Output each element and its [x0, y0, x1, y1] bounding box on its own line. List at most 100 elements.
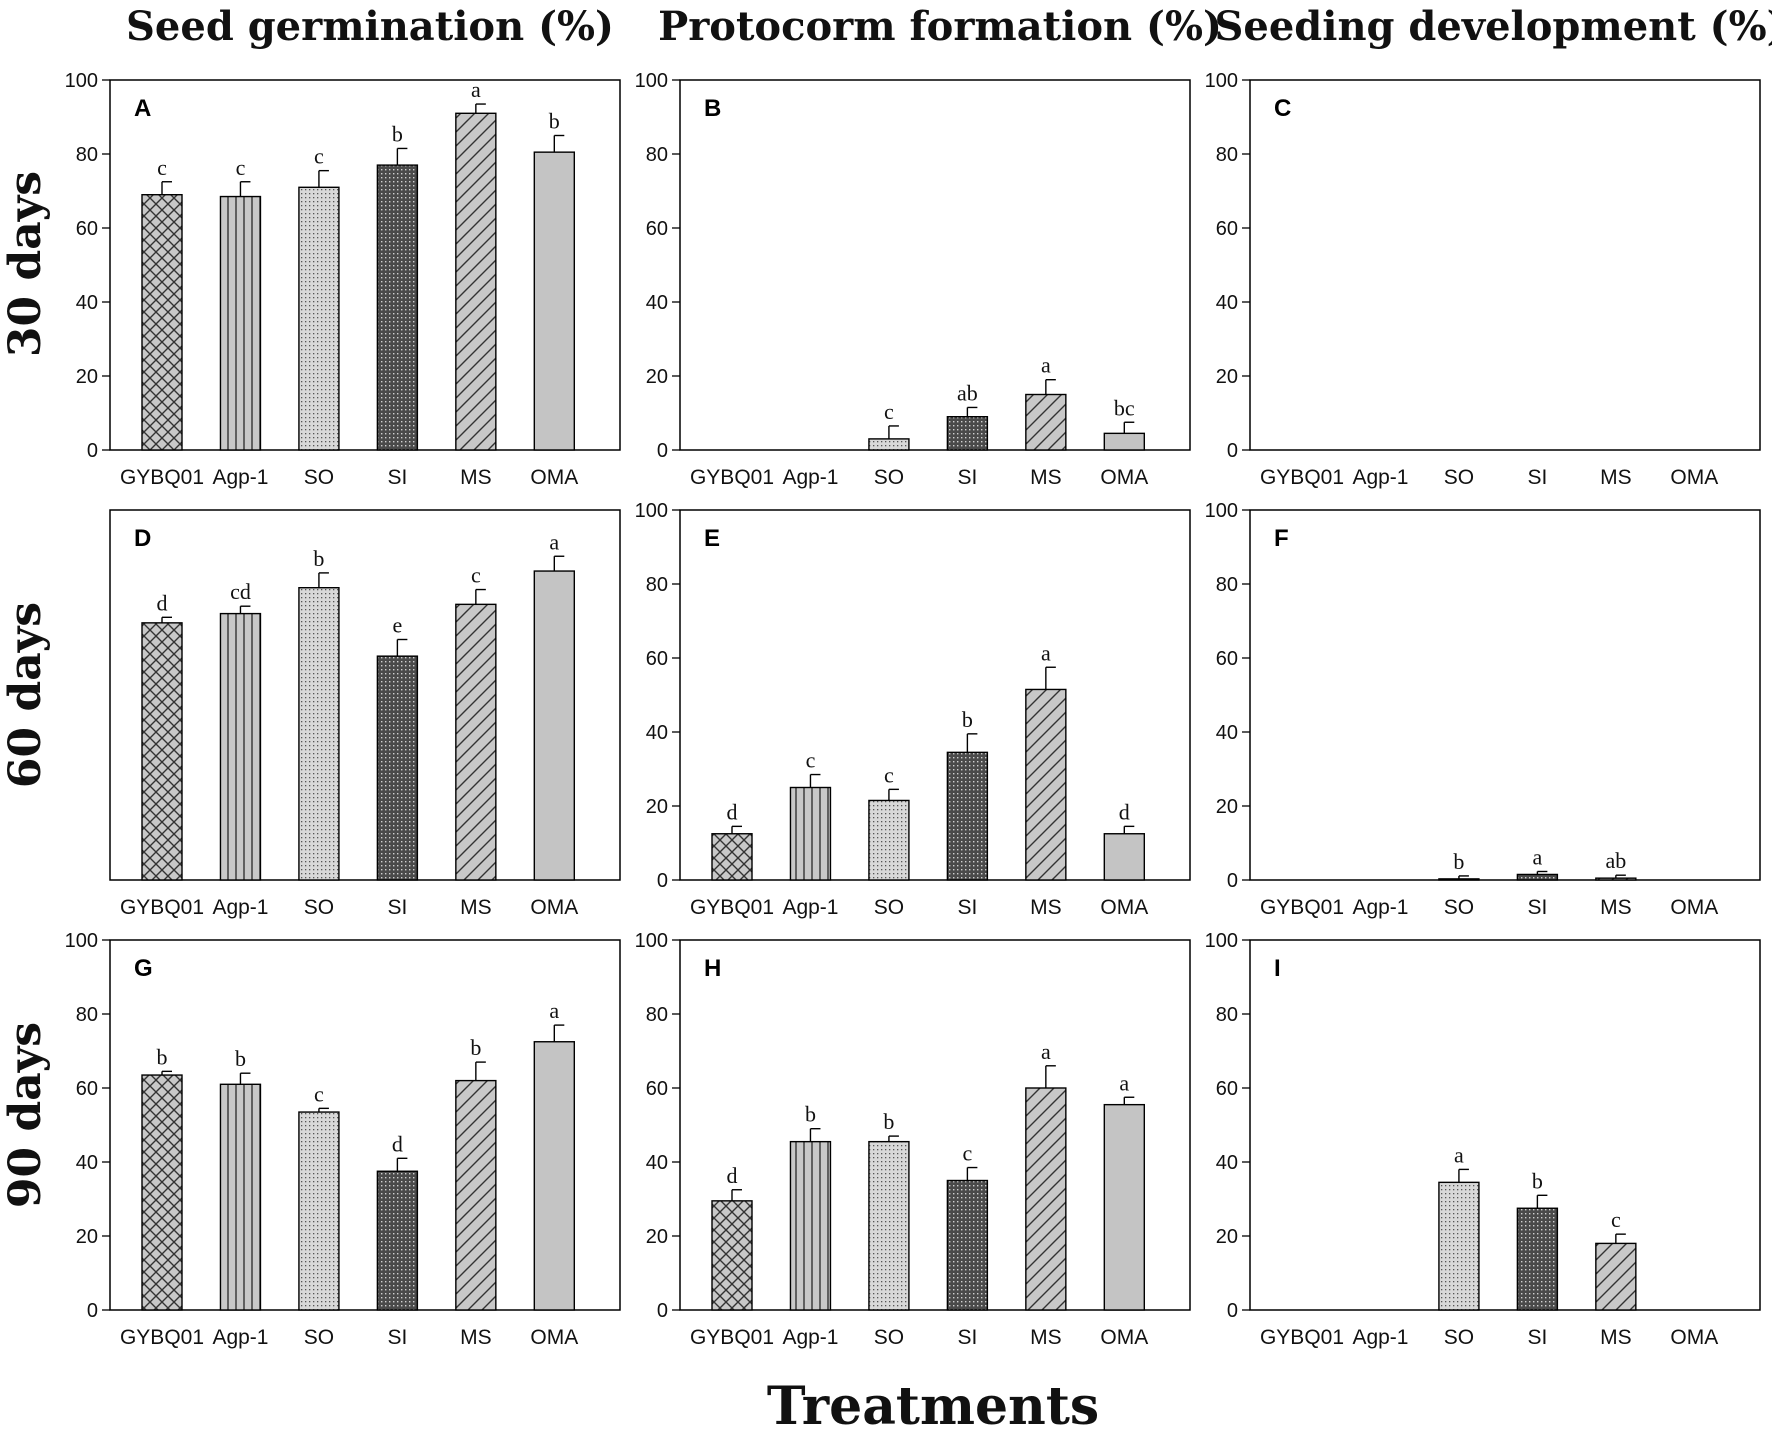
category-label: GYBQ01 [1260, 1326, 1344, 1349]
significance-label: b [392, 121, 403, 146]
category-label: SI [957, 896, 977, 919]
significance-label: a [1533, 844, 1543, 869]
significance-label: c [471, 563, 481, 588]
panel-a: A 0 20 40 60 80 100 c GYBQ01 c Agp-1 c SO b SI a MS b OMA [65, 70, 621, 489]
panel-frame [1249, 79, 1761, 451]
y-tick-label: 0 [657, 870, 668, 892]
category-label: OMA [1100, 1326, 1148, 1349]
significance-label: e [393, 613, 403, 638]
panel-frame [109, 939, 621, 1311]
significance-label: d [727, 1163, 738, 1188]
category-label: Agp-1 [212, 896, 268, 919]
bar [1025, 393, 1067, 451]
bar [711, 833, 753, 881]
panel-letter: C [1274, 95, 1291, 122]
bar [789, 1140, 832, 1311]
bar [711, 1200, 753, 1311]
y-tick-label: 40 [1216, 722, 1238, 744]
y-tick-label: 80 [1216, 144, 1238, 166]
panel-letter: G [134, 955, 153, 982]
panel-frame [1249, 509, 1761, 881]
panel-letter: I [1274, 955, 1281, 982]
y-tick-label: 40 [646, 292, 668, 314]
category-label: Agp-1 [782, 1326, 838, 1349]
bar [141, 1074, 183, 1311]
y-tick-label: 100 [1205, 500, 1238, 522]
y-tick-label: 60 [646, 1078, 668, 1100]
panels: A020406080100cGYBQ01cAgp-1cSObSIaMSbOMAB… [65, 70, 1761, 1349]
y-tick-label: 80 [1216, 574, 1238, 596]
significance-label: b [235, 1046, 246, 1071]
bar [946, 1179, 989, 1311]
y-tick-label: 0 [657, 440, 668, 462]
significance-label: d [727, 799, 738, 824]
significance-label: cd [230, 579, 251, 604]
category-label: Agp-1 [1352, 466, 1408, 489]
significance-label: bc [1114, 395, 1135, 420]
significance-label: b [157, 1044, 168, 1069]
y-tick-label: 20 [646, 366, 668, 388]
category-label: SO [874, 1326, 904, 1349]
category-label: Agp-1 [1352, 896, 1408, 919]
category-label: SO [1444, 1326, 1474, 1349]
y-tick-label: 100 [635, 930, 668, 952]
y-tick-label: 60 [646, 648, 668, 670]
significance-label: b [805, 1102, 816, 1127]
y-tick-label: 20 [1216, 796, 1238, 818]
significance-label: c [314, 144, 324, 169]
y-tick-label: 40 [1216, 292, 1238, 314]
significance-label: a [1041, 353, 1051, 378]
bar [868, 438, 910, 451]
y-tick-label: 100 [65, 930, 98, 952]
category-label: OMA [1670, 1326, 1718, 1349]
category-label: OMA [1670, 466, 1718, 489]
bar [1103, 1103, 1146, 1311]
significance-label: a [549, 998, 559, 1023]
bar [141, 622, 183, 881]
category-label: SO [1444, 466, 1474, 489]
bar [298, 587, 340, 881]
y-tick-label: 20 [1216, 1226, 1238, 1248]
category-label: GYBQ01 [1260, 466, 1344, 489]
bar [1516, 1207, 1559, 1311]
significance-label: c [963, 1141, 973, 1166]
category-label: GYBQ01 [1260, 896, 1344, 919]
y-tick-label: 100 [635, 70, 668, 92]
bar [1103, 833, 1146, 881]
category-label: MS [1600, 896, 1632, 919]
y-tick-label: 60 [76, 218, 98, 240]
significance-label: c [236, 155, 246, 180]
y-tick-label: 100 [1205, 70, 1238, 92]
category-label: OMA [530, 1326, 578, 1349]
panel-letter: D [134, 525, 151, 552]
y-tick-label: 100 [1205, 930, 1238, 952]
y-tick-label: 60 [76, 1078, 98, 1100]
panel-letter: H [704, 955, 721, 982]
panel-frame [1249, 939, 1761, 1311]
y-tick-label: 0 [1227, 440, 1238, 462]
category-label: Agp-1 [212, 1326, 268, 1349]
y-tick-label: 80 [646, 1004, 668, 1026]
panel-h: H 0 20 40 60 80 100 d GYBQ01 b Agp-1 b SO c SI a MS a OMA [635, 930, 1191, 1349]
panel-e: E 0 20 40 60 80 100 d GYBQ01 c Agp-1 c SO b SI a MS d OMA [635, 500, 1191, 919]
significance-label: b [1453, 849, 1464, 874]
significance-label: b [313, 546, 324, 571]
panel-letter: E [704, 525, 720, 552]
y-tick-label: 100 [65, 70, 98, 92]
category-label: GYBQ01 [690, 1326, 774, 1349]
significance-label: a [471, 77, 481, 102]
category-label: MS [1030, 466, 1062, 489]
bar [868, 1140, 910, 1311]
row-title-30-days: 30 days [0, 171, 51, 357]
category-label: MS [460, 896, 492, 919]
y-tick-label: 0 [87, 440, 98, 462]
significance-label: d [1119, 799, 1130, 824]
y-tick-label: 40 [76, 292, 98, 314]
y-tick-label: 60 [1216, 648, 1238, 670]
category-label: SI [957, 1326, 977, 1349]
bar [298, 1111, 340, 1311]
significance-label: d [392, 1131, 403, 1156]
category-label: Agp-1 [782, 466, 838, 489]
bar [376, 1170, 419, 1311]
